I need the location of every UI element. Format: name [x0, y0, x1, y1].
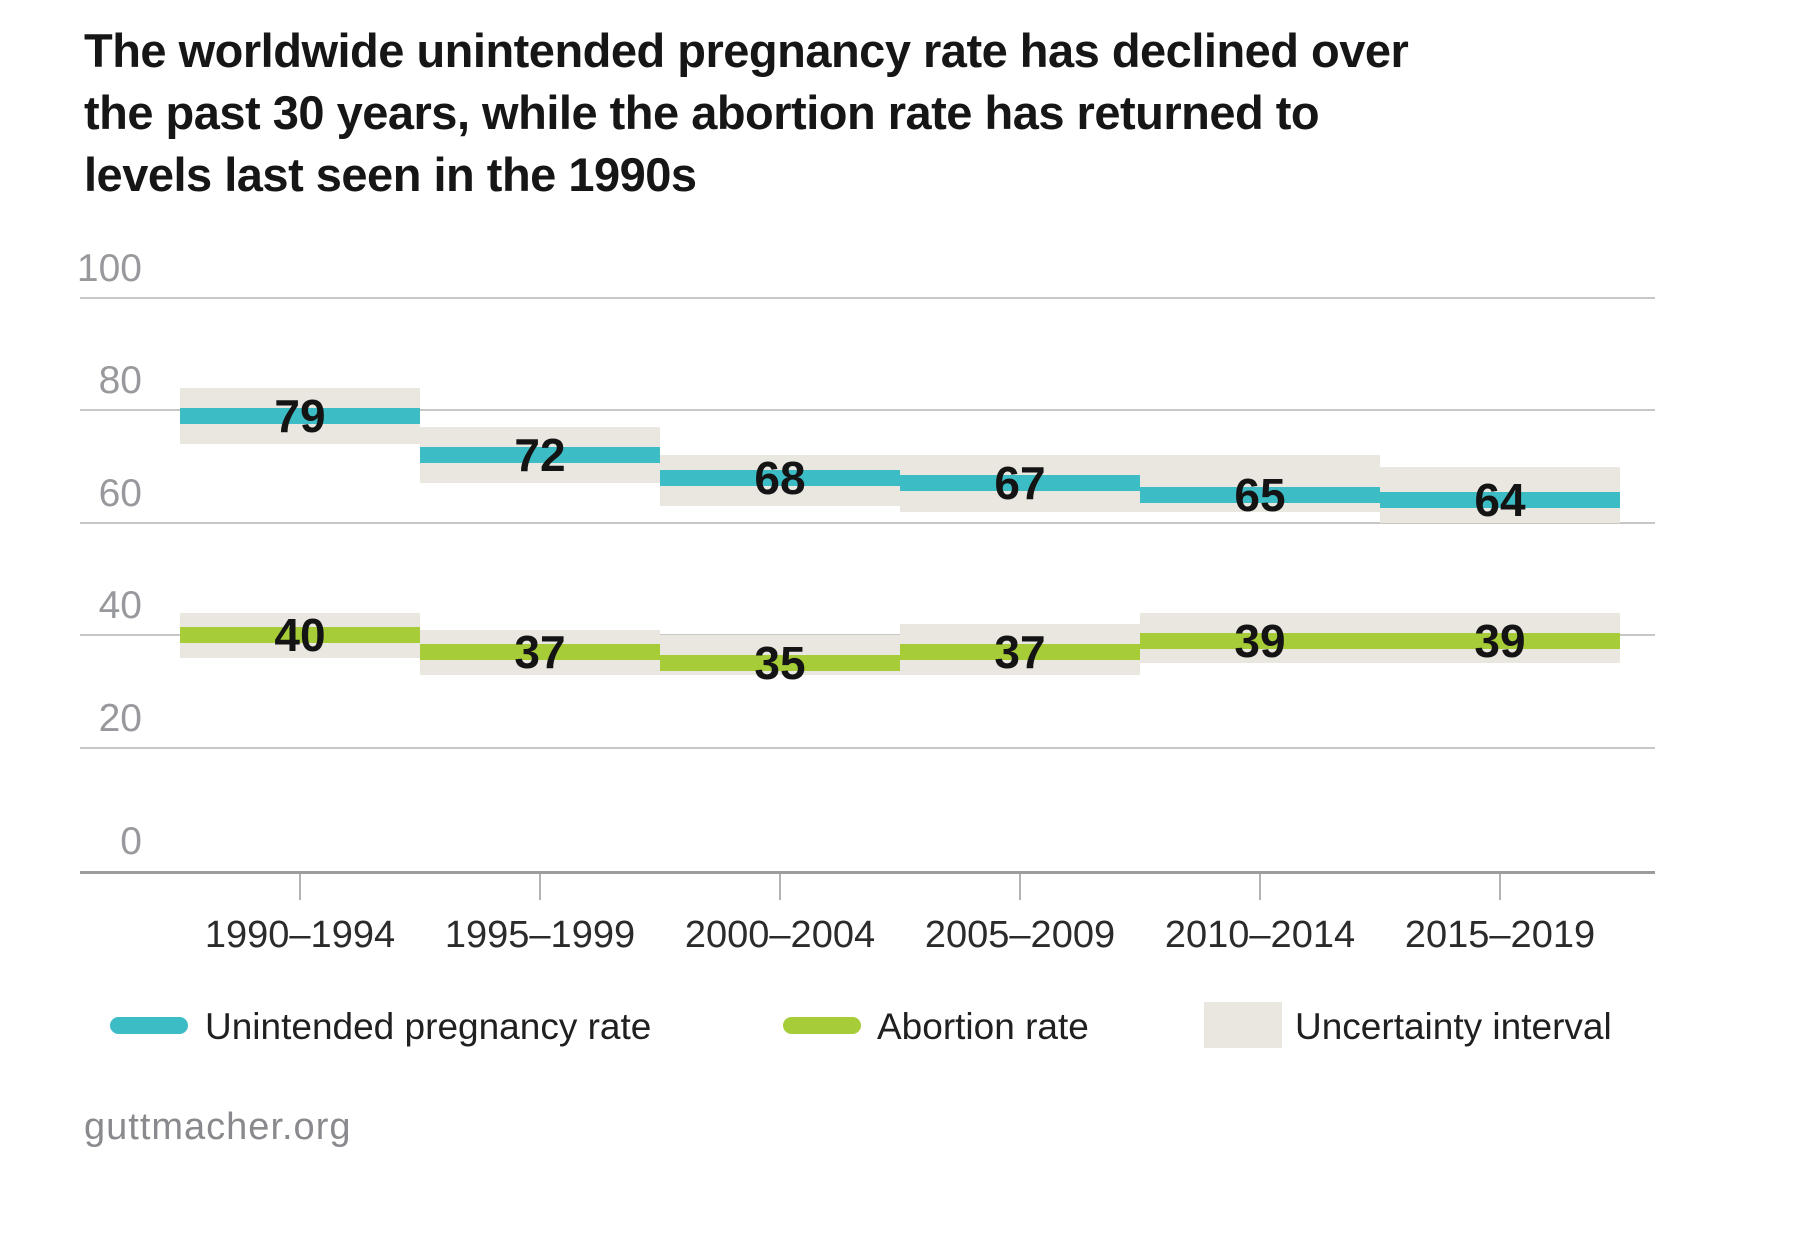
y-axis-label-40: 40 — [98, 584, 142, 628]
abortion-rate-bar — [1140, 632, 1380, 649]
x-axis-tick — [299, 874, 301, 900]
y-axis-label-0: 0 — [120, 820, 142, 863]
chart-title-line-1: The worldwide unintended pregnancy rate … — [84, 24, 1409, 77]
x-axis-tick — [1259, 874, 1261, 900]
source-link: guttmacher.org — [84, 1106, 352, 1148]
pregnancy-rate-bar — [180, 408, 420, 425]
value-label: 65 — [1234, 468, 1286, 521]
y-axis-label-20: 20 — [98, 696, 142, 740]
x-axis-label: 2000–2004 — [684, 914, 876, 956]
pregnancy-rate-legend-label: Unintended pregnancy rate — [205, 1006, 652, 1047]
pregnancy-rate-bar — [660, 469, 900, 486]
abortion-rate-bar — [660, 655, 900, 672]
pregnancy-rate-legend-swatch — [110, 1017, 188, 1034]
pregnancy-rate-bar — [1140, 486, 1380, 503]
gridline-80 — [80, 409, 1655, 412]
abortion-rate-bar — [420, 644, 660, 661]
x-axis-label: 1995–1999 — [444, 914, 636, 956]
y-axis-label-100: 100 — [76, 247, 142, 290]
chart-title-line-3: levels last seen in the 1990s — [84, 148, 697, 201]
x-axis-tick — [1019, 874, 1021, 900]
value-label: 67 — [994, 457, 1046, 510]
uncertainty-interval-legend-label: Uncertainty interval — [1295, 1006, 1612, 1047]
pregnancy-rate-bar — [1380, 492, 1620, 509]
abortion-rate-legend-label: Abortion rate — [877, 1006, 1089, 1047]
chart-title: The worldwide unintended pregnancy rate … — [84, 20, 1409, 206]
x-axis-tick — [1499, 874, 1501, 900]
value-label: 79 — [274, 390, 326, 443]
abortion-rate-bar — [180, 627, 420, 644]
value-label: 72 — [514, 429, 566, 482]
value-label: 37 — [514, 626, 566, 679]
abortion-rate-bar — [900, 644, 1140, 661]
value-label: 35 — [754, 637, 806, 690]
value-label: 39 — [1234, 614, 1286, 667]
abortion-rate-bar — [1380, 632, 1620, 649]
pregnancy-rate-bar — [420, 447, 660, 464]
x-axis-label: 2015–2019 — [1404, 914, 1596, 956]
y-axis-label-60: 60 — [98, 471, 142, 515]
x-axis-line — [80, 871, 1655, 874]
gridline-20 — [80, 746, 1655, 749]
value-label: 39 — [1474, 614, 1526, 667]
value-label: 37 — [994, 626, 1046, 679]
value-label: 40 — [274, 609, 326, 662]
value-label: 68 — [754, 451, 806, 504]
x-axis-tick — [539, 874, 541, 900]
gridline-60 — [80, 521, 1655, 524]
chart-title-line-2: the past 30 years, while the abortion ra… — [84, 86, 1320, 139]
abortion-rate-legend-swatch — [783, 1017, 861, 1034]
value-label: 64 — [1474, 474, 1526, 527]
y-axis-label-80: 80 — [98, 359, 142, 403]
x-axis-tick — [779, 874, 781, 900]
x-axis-label: 1990–1994 — [204, 914, 396, 956]
x-axis-label: 2010–2014 — [1164, 914, 1356, 956]
gridline-100 — [80, 297, 1655, 299]
pregnancy-rate-bar — [900, 475, 1140, 492]
uncertainty-interval-legend-swatch — [1204, 1002, 1282, 1048]
x-axis-label: 2005–2009 — [924, 914, 1116, 956]
